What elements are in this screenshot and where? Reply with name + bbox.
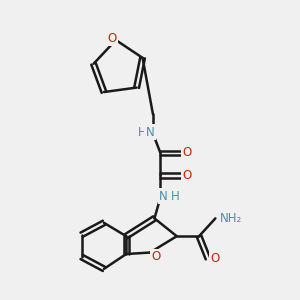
Text: NH₂: NH₂ [220, 212, 242, 225]
Text: H: H [138, 126, 147, 139]
Text: O: O [211, 252, 220, 265]
Text: H: H [171, 190, 180, 202]
Text: O: O [182, 146, 191, 160]
Text: N: N [146, 126, 154, 139]
Text: O: O [108, 32, 117, 45]
Text: O: O [182, 169, 191, 182]
Text: O: O [151, 250, 160, 263]
Text: N: N [159, 190, 168, 202]
